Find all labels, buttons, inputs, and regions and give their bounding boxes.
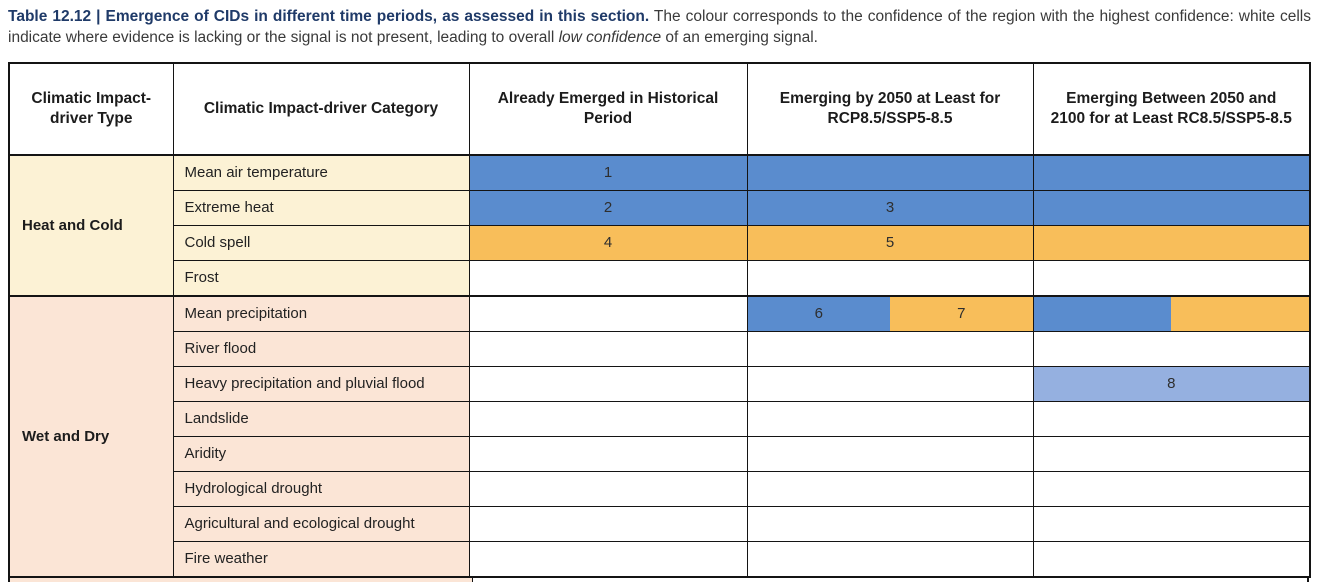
category-cell: River flood [172,330,470,367]
header-emerging-2050-2100: Emerging Between 2050 and 2100 for at Le… [1032,62,1311,156]
table-row-landslide: Landslide [9,400,1311,437]
caption-body-pre: The colour corresponds to the confidence… [8,8,1312,47]
table-row-heavy-precipitation: Heavy precipitation and pluvial flood 8 [9,365,1311,402]
table-row-fire-weather: Fire weather [9,540,1311,578]
status-cell [1032,330,1311,367]
category-cell: Frost [172,259,470,297]
status-cell [746,154,1034,191]
table-row-aridity: Aridity [9,435,1311,472]
status-cell [1032,470,1311,507]
status-cell [468,294,748,332]
status-cell-split [1032,294,1311,332]
category-cell: Fire weather [172,540,470,578]
status-cell [468,365,748,402]
table-row-extreme-heat: Extreme heat 2 3 [9,189,1311,226]
status-cell: 8 [1032,365,1311,402]
table-row-mean-precipitation: Wet and Dry Mean precipitation 6 7 [8,294,1311,578]
table-row-mean-air-temperature: Heat and Cold Mean air temperature 1 [8,154,1311,297]
status-cell [1032,400,1311,437]
category-cell: Mean air temperature [172,154,470,191]
status-cell [468,435,748,472]
header-already-emerged: Already Emerged in Historical Period [468,62,748,156]
caption-body-post: of an emerging signal. [661,29,818,47]
caption-italic-phrase: low confidence [558,29,662,47]
status-cell [746,540,1034,578]
status-cell [468,505,748,542]
status-cell [1032,540,1311,578]
category-cell: Cold spell [172,224,470,261]
caption-title: Table 12.12 | Emergence of CIDs in diffe… [8,8,650,25]
category-cell: Agricultural and ecological drought [172,505,470,542]
next-row-sliver-left [10,577,472,582]
status-half-cell: 6 [747,296,890,331]
status-cell [1032,224,1311,261]
status-cell [1032,505,1311,542]
category-cell: Aridity [172,435,470,472]
status-half-cell: 7 [890,296,1033,331]
status-cell [1032,435,1311,472]
status-cell [468,330,748,367]
status-cell: 1 [468,154,748,191]
category-cell: Heavy precipitation and pluvial flood [172,365,470,402]
status-cell [468,400,748,437]
emergence-table-wrapper: Climatic Impact-driver Type Climatic Imp… [8,61,1317,578]
category-cell: Landslide [172,400,470,437]
status-cell: 5 [746,224,1034,261]
table-row-agricultural-drought: Agricultural and ecological drought [9,505,1311,542]
category-cell: Extreme heat [172,189,470,226]
status-cell [746,505,1034,542]
status-cell [468,540,748,578]
group-type-wet-and-dry: Wet and Dry [8,294,174,578]
status-half-cell [1033,296,1172,331]
group-type-heat-and-cold: Heat and Cold [8,154,174,297]
table-row-frost: Frost [9,259,1311,297]
header-emerging-2050: Emerging by 2050 at Least for RCP8.5/SSP… [746,62,1034,156]
emergence-table: Climatic Impact-driver Type Climatic Imp… [8,61,1311,578]
status-cell [746,365,1034,402]
table-row-hydrological-drought: Hydrological drought [9,470,1311,507]
status-half-cell [1171,296,1309,331]
status-cell [746,330,1034,367]
status-cell-split: 6 7 [746,294,1034,332]
category-cell: Mean precipitation [172,294,470,332]
status-cell [468,470,748,507]
category-cell: Hydrological drought [172,470,470,507]
table-caption: Table 12.12 | Emergence of CIDs in diffe… [0,0,1317,49]
table-row-cold-spell: Cold spell 4 5 [9,224,1311,261]
status-cell [1032,154,1311,191]
header-cid-category: Climatic Impact-driver Category [172,62,470,156]
status-cell [746,470,1034,507]
next-row-sliver-right [472,577,1307,582]
status-cell [746,400,1034,437]
status-cell: 3 [746,189,1034,226]
header-row: Climatic Impact-driver Type Climatic Imp… [8,62,1311,156]
status-cell [746,435,1034,472]
status-cell: 4 [468,224,748,261]
status-cell [1032,259,1311,297]
table-row-river-flood: River flood [9,330,1311,367]
status-cell [1032,189,1311,226]
next-row-cropped-sliver [8,577,1309,582]
status-cell [746,259,1034,297]
header-cid-type: Climatic Impact-driver Type [8,62,174,156]
status-cell [468,259,748,297]
status-cell: 2 [468,189,748,226]
